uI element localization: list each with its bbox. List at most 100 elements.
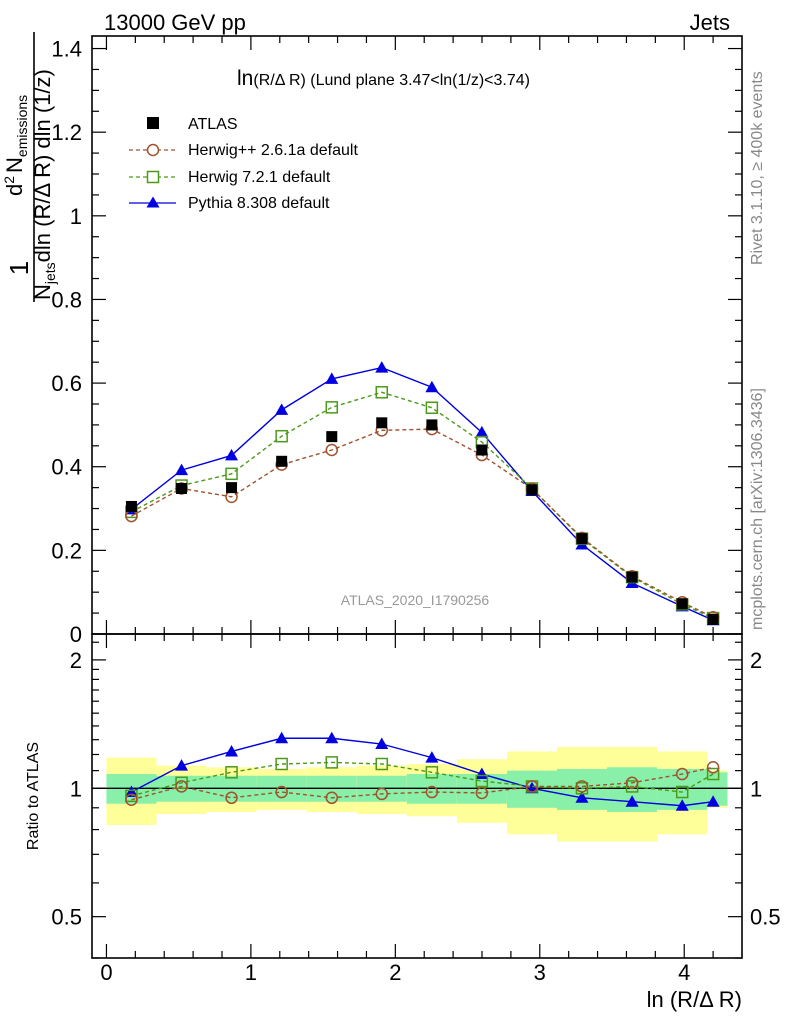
ratio-point-herwig7 xyxy=(706,767,720,781)
main-point-atlas xyxy=(707,613,719,625)
ratio-point-pythia xyxy=(124,785,138,798)
ratio-line-herwig7 xyxy=(131,761,714,797)
main-point-atlas xyxy=(276,455,288,467)
y-label-numerator: d2 Nemissions xyxy=(1,95,30,196)
ratio-point-pythia xyxy=(425,751,439,763)
main-point-pythia xyxy=(275,403,289,415)
main-point-atlas xyxy=(176,482,188,494)
legend-marker-herwig7 xyxy=(146,170,160,184)
main-y-tick-label: 1.4 xyxy=(51,37,82,62)
main-y-tick-label: 1.2 xyxy=(51,120,82,145)
ratio-band-inner xyxy=(556,768,608,810)
ratio-point-herwigpp xyxy=(706,761,720,774)
ratio-y-tick-label-right: 0.5 xyxy=(750,905,781,930)
main-point-herwig7 xyxy=(375,386,389,399)
main-y-tick-label: 0.4 xyxy=(51,455,82,480)
ratio-point-pythia xyxy=(325,731,339,744)
main-point-herwig7 xyxy=(325,401,339,414)
ratio-y-tick-label: 0.5 xyxy=(51,905,82,930)
x-tick-label: 4 xyxy=(678,960,690,985)
ratio-y-axis-label: Ratio to ATLAS xyxy=(25,742,42,850)
ratio-point-herwigpp xyxy=(675,767,689,781)
x-tick-label: 1 xyxy=(245,960,257,985)
main-y-tick-label: 0.6 xyxy=(51,371,82,396)
main-y-axis-label: 1 Njetsdln (R/Δ R) dln (1/z) d2 Nemission… xyxy=(1,32,58,302)
main-point-pythia xyxy=(375,361,389,373)
ratio-point-herwig7 xyxy=(275,757,288,771)
y-label-num-n: N xyxy=(2,157,27,173)
legend: ATLAS Herwig++ 2.6.1a default Herwig 7.2… xyxy=(129,116,358,212)
ratio-point-herwig7 xyxy=(325,756,339,769)
ratio-point-pythia xyxy=(275,731,289,744)
y-label-num-sub: emissions xyxy=(14,95,30,157)
ratio-y-tick-label: 2 xyxy=(70,648,82,673)
ratio-point-herwigpp xyxy=(125,793,138,806)
ratio-point-herwig7 xyxy=(375,757,389,771)
x-tick-label: 0 xyxy=(100,960,112,985)
ratio-y-tick-label-right: 1 xyxy=(750,776,762,801)
ratio-point-herwigpp xyxy=(175,780,188,793)
y-label-num-sup: 2 xyxy=(1,176,17,184)
ratio-point-herwig7 xyxy=(675,785,689,799)
ratio-point-herwigpp xyxy=(275,785,288,799)
ratio-point-herwig7 xyxy=(125,789,138,803)
rivet-version-text: Rivet 3.1.10, ≥ 400k events xyxy=(749,71,766,265)
main-point-atlas xyxy=(226,482,238,494)
y-label-one: 1 xyxy=(4,261,34,275)
ratio-y-tick-label: 1 xyxy=(70,776,82,801)
ratio-point-pythia xyxy=(575,791,589,803)
ratio-point-herwigpp xyxy=(525,780,539,793)
header-left: 13000 GeV pp xyxy=(104,10,246,35)
ratio-point-pythia xyxy=(625,795,639,807)
ratio-point-pythia xyxy=(175,759,189,771)
ratio-panel-frame xyxy=(91,633,743,959)
ratio-point-herwigpp xyxy=(325,791,339,805)
main-y-tick-label: 0.8 xyxy=(51,287,82,312)
legend-marker-herwigpp xyxy=(146,143,160,157)
main-line-herwigpp xyxy=(131,428,714,618)
y-label-num-d: d xyxy=(2,184,27,196)
main-y-tick-label: 0 xyxy=(70,622,82,647)
main-point-herwig7 xyxy=(225,467,238,481)
legend-marker-pythia xyxy=(146,196,160,208)
main-point-atlas xyxy=(476,444,488,456)
legend-label-atlas: ATLAS xyxy=(188,116,238,133)
ratio-point-herwigpp xyxy=(575,780,589,793)
main-point-atlas xyxy=(376,417,388,429)
legend-label-pythia: Pythia 8.308 default xyxy=(188,195,330,212)
main-point-atlas xyxy=(125,500,137,512)
legend-label-herwigpp: Herwig++ 2.6.1a default xyxy=(188,142,358,159)
plot-title: ln(R/Δ R) (Lund plane 3.47<ln(1/z)<3.74) xyxy=(237,67,530,90)
main-point-atlas xyxy=(676,598,688,610)
ratio-point-herwig7 xyxy=(425,766,439,779)
ratio-point-herwigpp xyxy=(225,791,238,805)
main-point-atlas xyxy=(326,431,338,443)
mcplots-text: mcplots.cern.ch [arXiv:1306.3436] xyxy=(749,388,766,630)
legend-label-herwig7: Herwig 7.2.1 default xyxy=(188,169,331,186)
main-point-pythia xyxy=(425,380,439,393)
ratio-point-herwig7 xyxy=(175,776,188,790)
ratio-y-tick-label-right: 2 xyxy=(750,648,762,673)
axes: 0 1 2 3 4 0 0.2 0.4 0.6 0.8 1 1.2 1.4 0.5 0.5 1 1 2 2 xyxy=(51,35,781,985)
main-point-atlas xyxy=(626,571,638,583)
main-y-tick-label: 0.2 xyxy=(51,538,82,563)
header-right: Jets xyxy=(690,10,730,35)
ratio-point-herwigpp xyxy=(425,785,439,799)
main-point-atlas xyxy=(576,533,588,545)
ratio-point-herwigpp xyxy=(625,776,639,790)
x-tick-label: 2 xyxy=(389,960,401,985)
ratio-point-pythia xyxy=(375,737,389,750)
ratio-point-herwig7 xyxy=(225,766,238,779)
y-label-denominator: Njetsdln (R/Δ R) dln (1/z) xyxy=(30,69,58,300)
plot-title-rest: (R/Δ R) (Lund plane 3.47<ln(1/z)<3.74) xyxy=(253,72,530,89)
legend-marker-atlas xyxy=(147,117,159,129)
main-point-herwig7 xyxy=(425,401,439,415)
x-tick-label: 3 xyxy=(534,960,546,985)
main-point-atlas xyxy=(426,419,438,431)
x-axis-label: ln (R/Δ R) xyxy=(647,987,742,1012)
main-panel-series xyxy=(124,361,720,626)
main-point-herwigpp xyxy=(325,443,339,457)
ratio-point-pythia xyxy=(706,795,720,807)
main-point-pythia xyxy=(475,425,489,438)
